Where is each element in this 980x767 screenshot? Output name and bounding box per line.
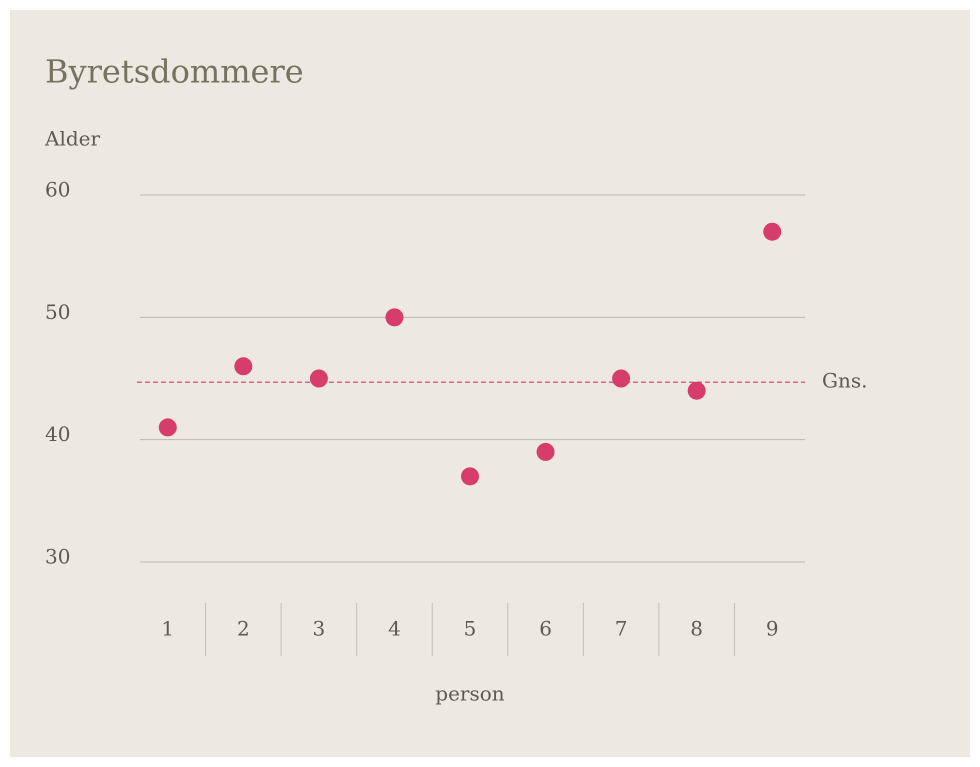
y-tick-label: 60 [45,178,70,202]
dot [461,467,479,486]
y-axis-label: Alder [44,127,100,151]
reference-label: Gns. [822,369,867,393]
dot [536,442,555,461]
y-tick-label: 40 [45,422,70,446]
dot [687,381,706,400]
dot [309,369,328,388]
x-tick-label: 2 [237,617,250,641]
x-axis-label: person [435,682,505,706]
x-tick-label: 4 [388,617,401,641]
x-tick-label: 3 [313,617,326,641]
dot [612,369,631,388]
x-tick-label: 1 [161,617,174,641]
x-tick-label: 6 [539,617,552,641]
y-tick-label: 50 [45,300,70,324]
x-tick-label: 5 [464,617,477,641]
dot [385,308,404,327]
panel [10,10,970,757]
x-tick-label: 7 [615,617,628,641]
chart-title: Byretsdommere [45,53,304,91]
dot [763,222,782,241]
x-tick-label: 8 [690,617,703,641]
dot [234,357,253,376]
y-tick-label: 30 [45,545,70,569]
dot [158,418,177,437]
x-tick-label: 9 [766,617,779,641]
